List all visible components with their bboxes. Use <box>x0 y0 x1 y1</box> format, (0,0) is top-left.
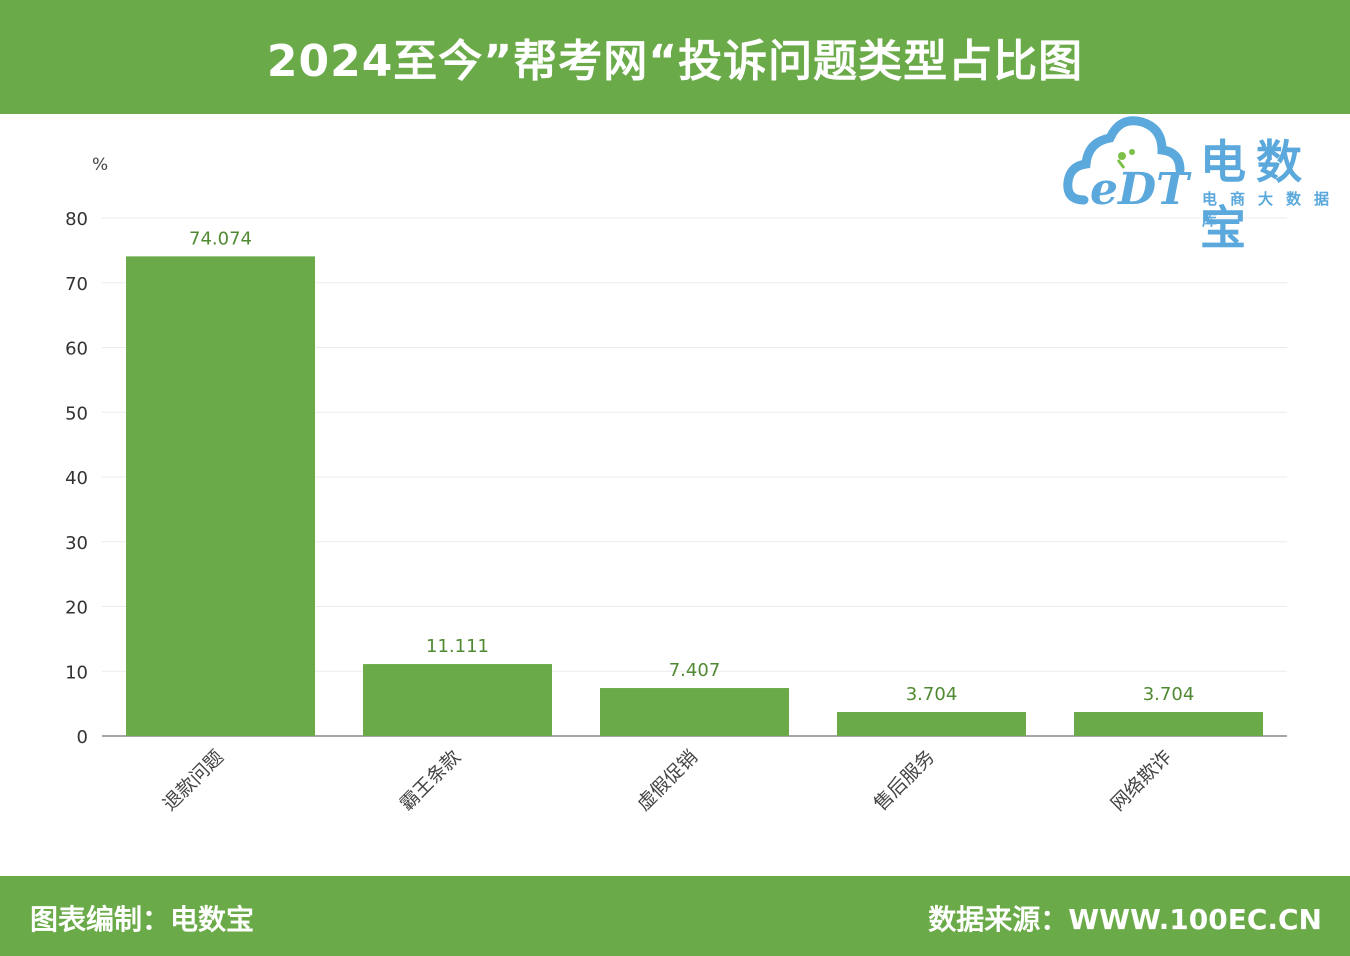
bar <box>600 688 789 736</box>
cloud-logo-icon: eDT <box>1063 116 1192 215</box>
y-tick-label: 10 <box>65 662 88 683</box>
bars <box>126 256 1263 736</box>
data-label: 11.111 <box>426 636 489 657</box>
x-tick-label: 虚假促销 <box>633 746 702 815</box>
y-tick-label: 20 <box>65 598 88 619</box>
x-tick-label: 售后服务 <box>870 746 939 815</box>
data-label: 3.704 <box>1143 684 1195 705</box>
y-tick-label: 40 <box>65 468 88 489</box>
footer-source: 数据来源：WWW.100EC.CN <box>928 903 1322 936</box>
y-tick-label: 60 <box>65 339 88 360</box>
x-tick-label: 退款问题 <box>159 746 228 815</box>
footer-banner: 图表编制：电数宝 数据来源：WWW.100EC.CN <box>0 876 1350 956</box>
logo: eDT 电数宝 电商大数据库 <box>1062 108 1350 255</box>
y-tick-label: 30 <box>65 533 88 554</box>
logo-name: 电数宝 <box>1200 135 1312 255</box>
logo-subtitle: 电商大数据库 <box>1202 190 1343 229</box>
chart-title: 2024至今”帮考网“投诉问题类型占比图 <box>266 36 1084 87</box>
y-tick-label: 70 <box>65 274 88 295</box>
y-tick-label: 80 <box>65 209 88 230</box>
data-label: 74.074 <box>189 228 252 249</box>
title-banner: 2024至今”帮考网“投诉问题类型占比图 <box>0 0 1350 114</box>
logo-mark: eDT <box>1090 164 1192 215</box>
bar <box>363 664 552 736</box>
data-label: 3.704 <box>906 684 958 705</box>
data-label: 7.407 <box>669 660 721 681</box>
y-tick-label: 0 <box>77 727 88 748</box>
footer-credit: 图表编制：电数宝 <box>30 903 255 936</box>
x-tick-label: 霸王条款 <box>396 746 465 815</box>
bar-chart: % 0 10 20 30 40 50 60 70 80 74.074 退款问题 11.111 霸王条款 7.… <box>65 155 1287 815</box>
bar <box>837 712 1026 736</box>
bar <box>1074 712 1263 736</box>
x-tick-label: 网络欺诈 <box>1107 746 1176 815</box>
bar <box>126 256 315 736</box>
y-tick-label: 50 <box>65 403 88 424</box>
y-axis-unit-label: % <box>92 155 108 175</box>
chart-area: % 0 10 20 30 40 50 60 70 80 74.074 退款问题 11.111 霸王条款 7.… <box>0 114 1350 876</box>
